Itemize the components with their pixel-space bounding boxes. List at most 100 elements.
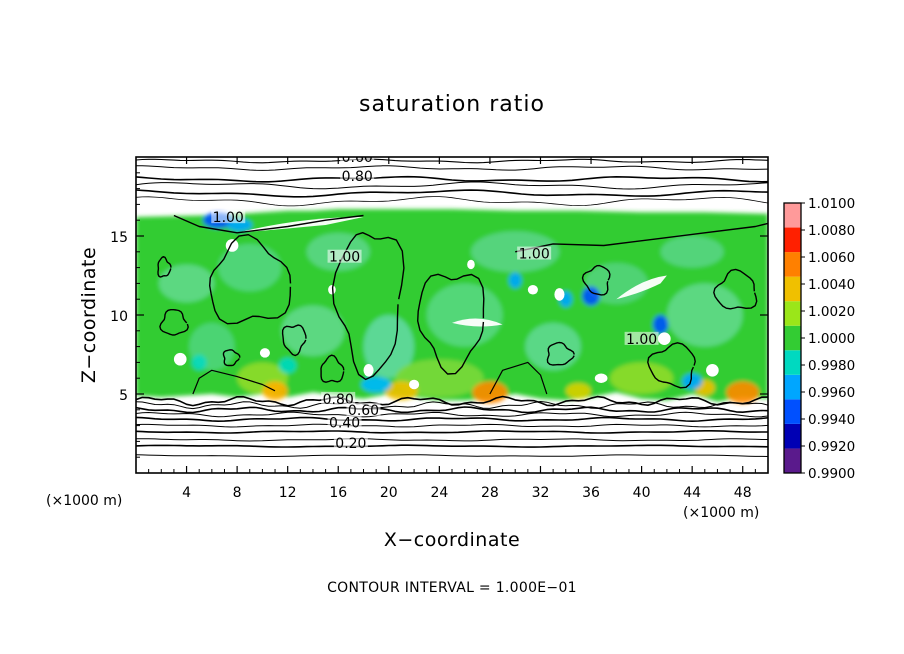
contour-line [209, 234, 292, 325]
plot-area: 0.600.801.001.00 1.001.000.800.600.400.20 [136, 150, 768, 473]
contour-line [417, 273, 485, 375]
z-axis-ticks: 5 10 15 [110, 172, 768, 458]
contour-line [157, 256, 172, 278]
colorbar-swatch [784, 276, 801, 302]
colorbar-swatch [784, 399, 801, 424]
colorbar-tick-label: 0.9960 [808, 385, 855, 401]
contour-label-backing [340, 157, 375, 164]
chart-title: saturation ratio [359, 92, 545, 117]
contour-label-backing [321, 391, 356, 405]
contour-line [192, 369, 276, 395]
colorbar-swatch [784, 423, 801, 449]
contour-label-backing [327, 415, 362, 429]
contour-label-backing [211, 210, 246, 224]
contour-label-backing [333, 436, 368, 450]
contour-line [546, 341, 575, 366]
colorbar-swatch [784, 301, 801, 326]
colorbar-tick-label: 1.0040 [808, 277, 855, 293]
contour-line [136, 406, 768, 414]
z-axis-label: Z−coordinate [78, 247, 100, 383]
x-tick-label: 40 [633, 485, 651, 501]
x-tick-label: 32 [532, 485, 550, 501]
z-tick-label: 5 [119, 388, 128, 404]
contour-label: 0.40 [329, 416, 360, 432]
colorbar-tick-label: 1.0080 [808, 223, 855, 239]
z-tick-label: 10 [110, 309, 128, 325]
contour-line [136, 196, 768, 207]
contour-line [173, 214, 364, 234]
saturation-field [136, 209, 768, 404]
contour-label: 0.60 [342, 150, 373, 166]
colorbar-swatch [784, 325, 801, 351]
colorbar-tick-label: 1.0020 [808, 304, 855, 320]
contour-label: 0.80 [342, 169, 373, 185]
z-tick-label: 15 [110, 230, 128, 246]
x-tick-label: 24 [430, 485, 448, 501]
x-tick-label: 16 [329, 485, 347, 501]
contour-label: 0.20 [335, 436, 366, 452]
x-tick-label: 48 [734, 485, 752, 501]
contour-line [581, 264, 611, 296]
contour-line [136, 444, 768, 448]
contour-line [281, 324, 307, 357]
x-tick-label: 4 [182, 485, 191, 501]
colorbar-swatch [784, 252, 801, 277]
contour-line [136, 175, 768, 183]
contour-line [331, 232, 405, 381]
contour-line [136, 430, 768, 434]
contour-label: 0.80 [323, 392, 354, 408]
contour-label: 1.00 [213, 210, 244, 226]
colorbar-tick-label: 0.9940 [808, 412, 855, 428]
x-tick-label: 20 [380, 485, 398, 501]
contour-line [713, 268, 758, 310]
colorbar-swatch [784, 350, 801, 375]
x-tick-label: 44 [683, 485, 701, 501]
contour-line [136, 158, 768, 164]
contour-line [136, 411, 768, 418]
x-tick-label: 36 [582, 485, 600, 501]
colorbar-swatch [784, 448, 801, 473]
colorbar-tick-label: 1.0060 [808, 250, 855, 266]
x-tick-label: 8 [233, 485, 242, 501]
contour-label: 1.00 [329, 250, 360, 266]
contour-label: 1.00 [626, 332, 657, 348]
contour-label-backing [346, 402, 381, 416]
x-axis-label: X−coordinate [384, 529, 520, 551]
contour-line [136, 165, 768, 171]
colorbar-swatch [784, 227, 801, 253]
colorbar-tick-label: 1.0000 [808, 331, 855, 347]
contour-label-backing [624, 331, 659, 345]
colorbar-tick-label: 0.9900 [808, 466, 855, 482]
contour-line [222, 349, 241, 367]
contour-lines [136, 158, 768, 457]
colorbar-swatch [784, 374, 801, 400]
colorbar-swatch [784, 203, 801, 228]
contour-labels: 0.600.801.001.00 1.001.000.800.600.400.20 [211, 150, 659, 452]
colorbar-tick-label: 0.9920 [808, 439, 855, 455]
contour-line [159, 309, 189, 336]
contour-line [320, 354, 345, 383]
contour-interval-note: CONTOUR INTERVAL = 1.000E−01 [327, 580, 577, 596]
contour-line [136, 401, 768, 410]
contour-line [136, 438, 768, 442]
colorbar-tick-label: 1.0100 [808, 196, 855, 212]
contour-line [136, 181, 768, 190]
contour-label: 1.00 [519, 247, 550, 263]
contour-label-backing [517, 246, 552, 260]
x-unit-label-right: (×1000 m) [683, 505, 759, 521]
colorbar-tick-label: 0.9980 [808, 358, 855, 374]
contour-line [136, 423, 768, 428]
contour-label-backing [327, 249, 362, 263]
x-unit-label-left: (×1000 m) [46, 493, 122, 509]
contour-line [136, 416, 768, 422]
contour-line [136, 454, 768, 457]
x-axis-ticks: 4 8 12 16 20 24 28 32 36 40 44 48 [148, 157, 756, 501]
colorbar: 0.9900 0.9920 0.9940 0.9960 0.9980 1.0000 1.00… [783, 196, 855, 482]
contour-line [489, 361, 548, 395]
x-tick-label: 12 [279, 485, 297, 501]
contour-label-backing [340, 169, 375, 183]
x-tick-label: 28 [481, 485, 499, 501]
contour-line [136, 189, 768, 198]
contour-label: 0.60 [348, 403, 379, 419]
